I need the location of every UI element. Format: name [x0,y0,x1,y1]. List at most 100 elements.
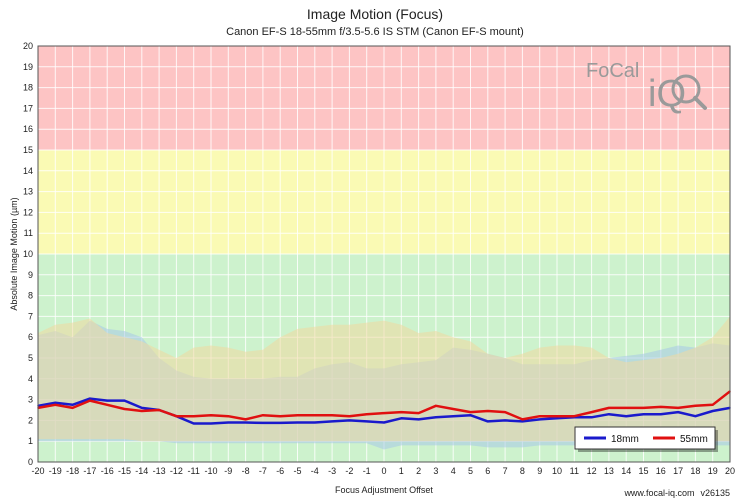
x-tick-label: -6 [276,466,284,476]
data-point-18mm [642,413,645,416]
x-tick-label: 1 [399,466,404,476]
x-axis-title: Focus Adjustment Offset [335,485,433,495]
x-tick-label: -5 [293,466,301,476]
data-point-18mm [244,421,247,424]
x-tick-label: -1 [363,466,371,476]
y-tick-label: 11 [24,228,33,238]
data-point-55mm [608,407,610,409]
data-point-18mm [521,420,524,423]
data-point-18mm [538,418,541,421]
data-point-55mm [106,404,108,406]
x-tick-label: -9 [224,466,232,476]
data-point-18mm [331,420,333,423]
data-point-55mm [677,407,679,409]
y-tick-label: 8 [28,291,33,301]
y-tick-label: 5 [28,353,33,363]
data-point-55mm [400,411,403,413]
data-point-55mm [89,399,91,402]
chart-title: Image Motion (Focus) [307,6,443,22]
x-tick-label: -12 [170,466,183,476]
data-point-18mm [694,415,697,418]
data-point-18mm [262,422,264,424]
data-point-18mm [677,411,679,413]
logo-focal-text: FoCal [586,60,639,82]
x-tick-label: 4 [451,466,456,476]
y-tick-label: 20 [23,41,33,51]
x-tick-label: 3 [433,466,438,476]
data-point-18mm [504,419,506,422]
data-point-18mm [227,421,230,424]
data-point-55mm [573,415,576,418]
y-tick-label: 19 [23,62,33,72]
legend-label-18mm: 18mm [611,434,639,445]
data-point-55mm [262,414,264,417]
data-point-55mm [469,411,472,413]
data-point-55mm [227,415,230,418]
data-point-55mm [141,410,143,412]
data-point-18mm [660,413,662,416]
data-point-55mm [331,414,333,417]
x-tick-label: 12 [587,466,597,476]
x-tick-label: 9 [537,466,542,476]
x-tick-label: -2 [345,466,353,476]
data-point-55mm [123,408,126,410]
x-tick-label: 19 [708,466,718,476]
data-point-55mm [711,404,714,406]
legend-label-55mm: 55mm [680,434,708,445]
x-tick-label: 6 [485,466,490,476]
y-axis-title: Absolute Image Motion (µm) [9,197,19,310]
data-point-55mm [435,405,437,407]
data-point-55mm [314,414,316,417]
data-point-18mm [54,401,57,404]
data-point-18mm [452,415,455,418]
x-tick-label: -8 [242,466,250,476]
x-tick-label: -10 [204,466,217,476]
x-tick-label: -7 [259,466,267,476]
y-tick-label: 6 [28,332,33,342]
data-point-18mm [123,399,126,402]
data-point-18mm [192,422,195,425]
data-point-55mm [556,415,558,418]
x-tick-label: 5 [468,466,473,476]
chart-subtitle: Canon EF-S 18-55mm f/3.5-5.6 IS STM (Can… [226,26,524,38]
x-tick-label: -3 [328,466,336,476]
x-tick-label: -18 [66,466,79,476]
series-layer [37,390,731,425]
x-tick-label: 0 [381,466,386,476]
data-point-18mm [210,422,212,425]
band-55mm [38,316,730,442]
focal-iq-logo: FoCal iQ [586,60,707,115]
data-point-55mm [296,414,299,417]
y-tick-label: 4 [28,374,33,384]
data-point-18mm [296,421,299,424]
x-tick-label: 11 [570,466,579,476]
y-tick-label: 3 [28,395,33,405]
data-point-18mm [625,415,627,418]
x-tick-label: -19 [49,466,62,476]
logo-magnifier-handle-icon [693,96,707,110]
data-point-55mm [417,412,420,414]
data-point-18mm [348,419,351,422]
x-tick-label: 18 [690,466,700,476]
data-point-18mm [590,416,593,419]
x-tick-label: 7 [503,466,508,476]
data-point-55mm [348,415,351,418]
x-tick-label: -16 [101,466,114,476]
data-point-18mm [469,414,472,417]
data-point-18mm [383,421,385,424]
x-tick-label: -20 [31,466,44,476]
data-point-18mm [487,420,489,423]
y-tick-label: 0 [28,457,33,467]
y-tick-label: 15 [23,145,33,155]
x-tick-label: 2 [416,466,421,476]
y-tick-label: 14 [23,166,33,176]
data-point-55mm [54,404,57,406]
x-tick-label: 15 [638,466,648,476]
data-point-55mm [504,411,506,413]
x-tick-label: 8 [520,466,525,476]
x-tick-label: 14 [621,466,631,476]
y-tick-label: 18 [23,83,33,93]
data-point-18mm [314,421,316,424]
